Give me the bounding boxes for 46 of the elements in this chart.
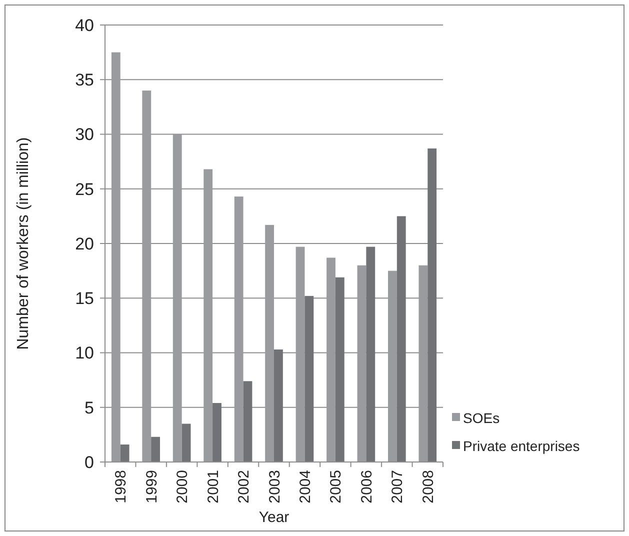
y-axis-title: Number of workers (in million) <box>15 137 32 350</box>
x-tick-label: 2006 <box>358 470 376 504</box>
y-tick-label: 35 <box>75 70 94 90</box>
legend-label: Private enterprises <box>463 438 580 454</box>
x-tick-label: 2007 <box>389 470 406 504</box>
bar <box>182 424 191 462</box>
bar <box>296 246 305 462</box>
bar <box>388 270 397 462</box>
bar <box>304 296 314 462</box>
x-tick-label: 2008 <box>420 470 437 504</box>
bar <box>274 349 283 462</box>
bar <box>120 444 130 462</box>
x-tick-label: 1998 <box>112 470 130 504</box>
x-axis-title: Year <box>258 509 290 526</box>
bar <box>396 216 406 462</box>
y-tick-label: 0 <box>84 452 94 472</box>
bar <box>142 90 152 462</box>
bar <box>265 224 274 462</box>
bar <box>366 246 376 462</box>
bar <box>326 258 336 462</box>
bar <box>418 265 428 462</box>
bar <box>335 277 344 462</box>
bar <box>172 134 182 462</box>
y-tick-label: 20 <box>75 234 94 254</box>
y-tick-label: 40 <box>75 16 94 35</box>
bar <box>111 52 120 462</box>
bar <box>204 169 213 462</box>
y-tick-label: 15 <box>75 289 94 308</box>
x-tick-label: 2000 <box>174 470 192 504</box>
x-tick-label: 1999 <box>143 470 160 504</box>
bar <box>357 265 366 462</box>
bar <box>428 148 437 462</box>
x-tick-label: 2004 <box>296 470 314 504</box>
x-tick-label: 2003 <box>266 470 284 504</box>
y-tick-label: 10 <box>75 344 94 363</box>
bar <box>212 403 222 462</box>
x-tick-label: 2001 <box>204 470 222 504</box>
x-tick-label: 2005 <box>328 470 345 504</box>
x-tick-label: 2002 <box>236 470 253 504</box>
y-tick-label: 30 <box>75 125 94 144</box>
bar <box>234 196 244 462</box>
y-tick-label: 25 <box>75 180 94 199</box>
bar <box>243 381 252 462</box>
legend-label: SOEs <box>463 410 500 426</box>
y-tick-label: 5 <box>84 398 94 418</box>
bar <box>151 436 160 462</box>
